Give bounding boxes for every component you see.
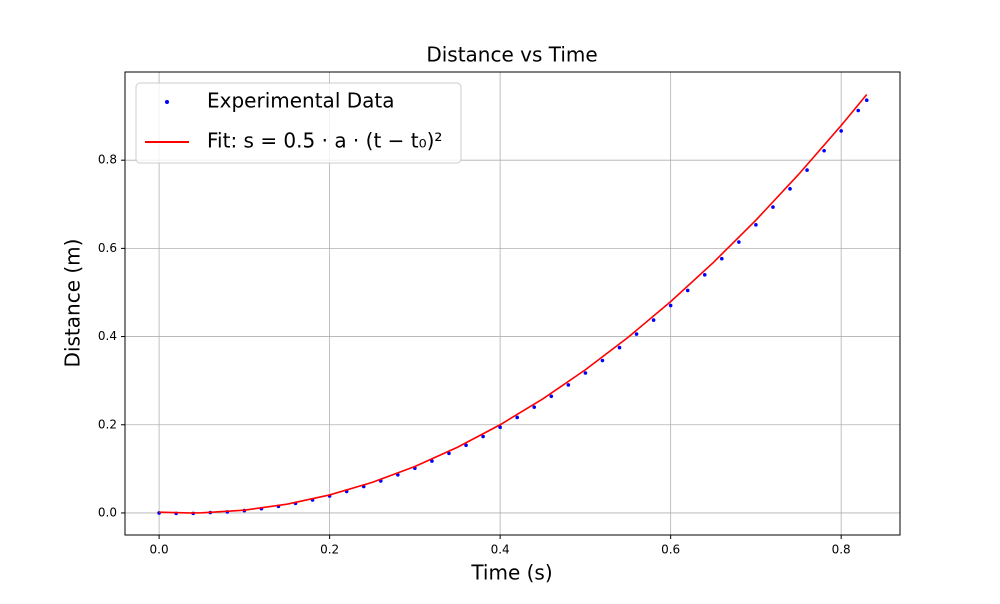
data-point bbox=[430, 459, 434, 463]
legend-marker bbox=[165, 100, 169, 104]
y-tick-label: 0.8 bbox=[98, 153, 117, 167]
data-point bbox=[771, 205, 775, 209]
x-tick-label: 0.2 bbox=[320, 543, 339, 557]
legend-label: Experimental Data bbox=[207, 89, 394, 113]
data-point bbox=[515, 415, 519, 420]
data-point bbox=[617, 345, 622, 350]
data-point bbox=[498, 425, 502, 430]
y-tick-label: 0.2 bbox=[98, 417, 117, 431]
x-tick-label: 0.8 bbox=[832, 543, 851, 557]
fit-line bbox=[159, 93, 868, 514]
data-point bbox=[600, 358, 605, 363]
data-point bbox=[481, 434, 485, 439]
data-point bbox=[583, 371, 588, 375]
data-point bbox=[668, 303, 673, 308]
data-point bbox=[805, 168, 809, 172]
x-tick-label: 0.4 bbox=[491, 543, 510, 557]
data-point bbox=[822, 148, 826, 153]
data-point bbox=[651, 318, 656, 322]
x-tick-label: 0.0 bbox=[150, 543, 169, 557]
legend: Experimental Data Fit: s = 0.5 · a · (t −… bbox=[135, 82, 462, 164]
y-tick-label: 0.6 bbox=[98, 241, 117, 255]
data-point bbox=[720, 256, 724, 261]
data-point bbox=[447, 451, 451, 456]
data-point bbox=[566, 383, 571, 387]
data-point bbox=[754, 223, 758, 227]
y-tick-label: 0.0 bbox=[98, 505, 117, 519]
data-point bbox=[839, 129, 843, 133]
y-axis-label: Distance (m) bbox=[61, 239, 85, 368]
data-point bbox=[702, 273, 707, 277]
data-point bbox=[532, 405, 537, 409]
x-axis-label: Time (s) bbox=[470, 561, 552, 585]
y-tick-label: 0.4 bbox=[98, 329, 117, 343]
data-point bbox=[856, 108, 861, 113]
legend-label: Fit: s = 0.5 · a · (t − t₀)² bbox=[207, 129, 442, 153]
x-tick-label: 0.6 bbox=[661, 543, 680, 557]
chart-title: Distance vs Time bbox=[426, 43, 597, 67]
data-point bbox=[788, 187, 792, 191]
data-point bbox=[549, 394, 554, 399]
data-point bbox=[464, 443, 468, 448]
data-point bbox=[864, 98, 869, 103]
data-point bbox=[634, 332, 639, 336]
data-point bbox=[685, 288, 690, 293]
legend-box bbox=[135, 82, 462, 164]
plot-frame bbox=[124, 71, 901, 536]
data-point bbox=[737, 240, 741, 244]
